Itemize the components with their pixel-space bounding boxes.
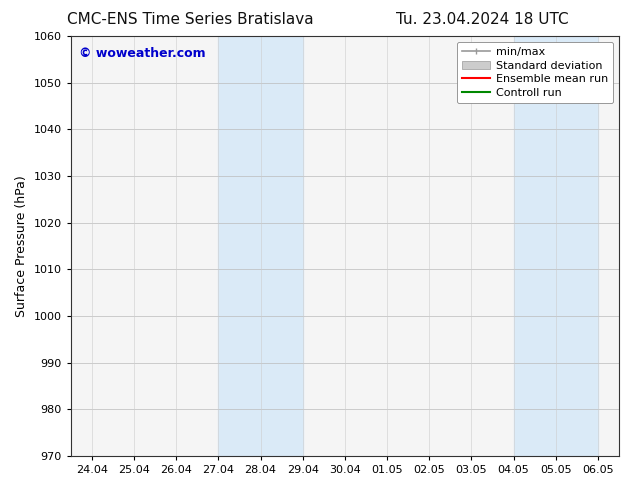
Y-axis label: Surface Pressure (hPa): Surface Pressure (hPa)	[15, 175, 28, 317]
Text: CMC-ENS Time Series Bratislava: CMC-ENS Time Series Bratislava	[67, 12, 313, 27]
Text: Tu. 23.04.2024 18 UTC: Tu. 23.04.2024 18 UTC	[396, 12, 568, 27]
Bar	[514, 36, 598, 456]
Bar	[218, 36, 302, 456]
Text: © woweather.com: © woweather.com	[79, 47, 205, 60]
Legend: min/max, Standard deviation, Ensemble mean run, Controll run: min/max, Standard deviation, Ensemble me…	[456, 42, 614, 103]
